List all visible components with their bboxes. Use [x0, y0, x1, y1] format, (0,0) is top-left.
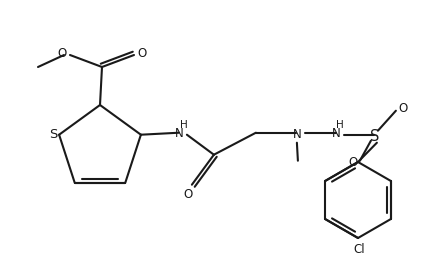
Text: O: O	[57, 46, 66, 60]
Text: H: H	[335, 120, 343, 130]
Text: O: O	[183, 188, 192, 201]
Text: O: O	[397, 102, 406, 115]
Text: H: H	[180, 120, 187, 130]
Text: O: O	[137, 46, 146, 60]
Text: N: N	[292, 128, 301, 141]
Text: S: S	[369, 129, 379, 144]
Text: O: O	[348, 156, 357, 169]
Text: N: N	[331, 127, 340, 140]
Text: Cl: Cl	[352, 244, 364, 257]
Text: N: N	[174, 127, 183, 140]
Text: S: S	[49, 128, 57, 141]
